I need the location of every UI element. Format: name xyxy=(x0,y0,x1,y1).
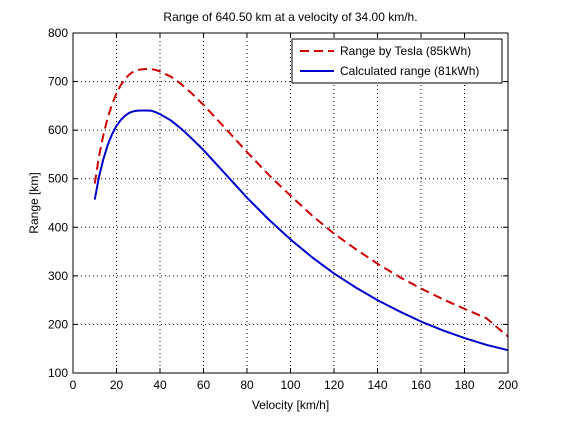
y-tick-label: 800 xyxy=(48,26,68,40)
y-tick-label: 700 xyxy=(48,75,68,89)
y-axis-title: Range [km] xyxy=(27,172,41,233)
legend-box xyxy=(291,38,503,84)
x-tick-label: 120 xyxy=(324,378,344,392)
x-tick-label: 140 xyxy=(367,378,387,392)
x-tick-label: 100 xyxy=(280,378,300,392)
y-tick-label: 200 xyxy=(48,317,68,331)
series-line-calculated xyxy=(93,109,509,352)
y-tick-label: 500 xyxy=(48,172,68,186)
x-tick-label: 60 xyxy=(197,378,211,392)
x-tick-label: 0 xyxy=(70,378,77,392)
grid xyxy=(73,33,508,373)
x-axis-title: Velocity [km/h] xyxy=(252,398,329,412)
ticks: 0 20 40 60 80 100 120 140 160 180 200 100 200 300 400 5… xyxy=(48,26,518,392)
x-tick-label: 80 xyxy=(240,378,254,392)
series-line-tesla xyxy=(93,67,509,338)
x-tick-label: 200 xyxy=(498,378,518,392)
y-tick-label: 300 xyxy=(48,269,68,283)
y-tick-label: 600 xyxy=(48,123,68,137)
legend: Range by Tesla (85kWh) Calculated range … xyxy=(291,38,503,84)
legend-label-tesla: Range by Tesla (85kWh) xyxy=(340,44,471,58)
legend-label-calculated: Calculated range (81kWh) xyxy=(340,64,479,78)
y-tick-label: 100 xyxy=(48,366,68,380)
series-layer xyxy=(93,67,509,352)
chart-title: Range of 640.50 km at a velocity of 34.0… xyxy=(163,10,417,24)
x-tick-label: 160 xyxy=(411,378,431,392)
x-tick-label: 40 xyxy=(153,378,167,392)
x-tick-label: 20 xyxy=(110,378,124,392)
y-tick-label: 400 xyxy=(48,220,68,234)
x-tick-label: 180 xyxy=(454,378,474,392)
